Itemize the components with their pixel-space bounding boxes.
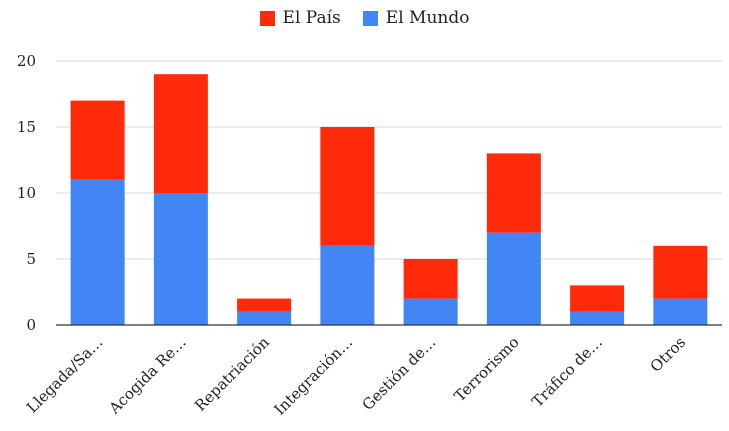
x-tick-label: Integración… xyxy=(271,333,357,419)
legend-label-el-pais: El País xyxy=(282,8,341,28)
legend-swatch-el-mundo xyxy=(362,10,378,26)
bar-segment-el-pais xyxy=(153,74,208,193)
x-tick-label: Otros xyxy=(647,333,690,376)
legend-label-el-mundo: El Mundo xyxy=(385,8,470,28)
bar-segment-el-mundo xyxy=(237,311,292,325)
legend-item-el-mundo: El Mundo xyxy=(362,8,470,28)
bar-segment-el-pais xyxy=(320,127,375,246)
bar-segment-el-pais xyxy=(237,298,292,312)
bar-segment-el-mundo xyxy=(153,193,208,325)
y-tick-label: 0 xyxy=(26,316,36,334)
y-tick-label: 20 xyxy=(17,52,36,70)
legend-swatch-el-pais xyxy=(259,10,275,26)
legend: El País El Mundo xyxy=(0,8,729,28)
y-tick-label: 15 xyxy=(17,118,36,136)
x-tick-label: Gestión de… xyxy=(359,333,440,414)
bar-segment-el-mundo xyxy=(403,298,458,325)
x-tick-label: Terrorismo xyxy=(451,333,523,405)
x-tick-label: Tráfico de… xyxy=(528,333,606,411)
x-tick-label: Acogida Re… xyxy=(105,333,190,418)
x-tick-label: Llegada/Sa… xyxy=(23,333,106,416)
bar-segment-el-mundo xyxy=(486,232,541,325)
bar-segment-el-pais xyxy=(486,153,541,233)
bar-segment-el-mundo xyxy=(570,311,625,325)
bar-segment-el-pais xyxy=(570,285,625,312)
y-tick-label: 5 xyxy=(26,250,36,268)
legend-item-el-pais: El País xyxy=(259,8,341,28)
x-tick-label: Repatriación xyxy=(191,333,273,415)
bar-segment-el-pais xyxy=(403,259,458,299)
y-tick-label: 10 xyxy=(17,184,36,202)
bar-segment-el-mundo xyxy=(653,298,708,325)
bar-segment-el-pais xyxy=(653,245,708,299)
bar-segment-el-mundo xyxy=(70,179,125,325)
bar-segment-el-pais xyxy=(70,100,125,180)
bar-segment-el-mundo xyxy=(320,245,375,325)
